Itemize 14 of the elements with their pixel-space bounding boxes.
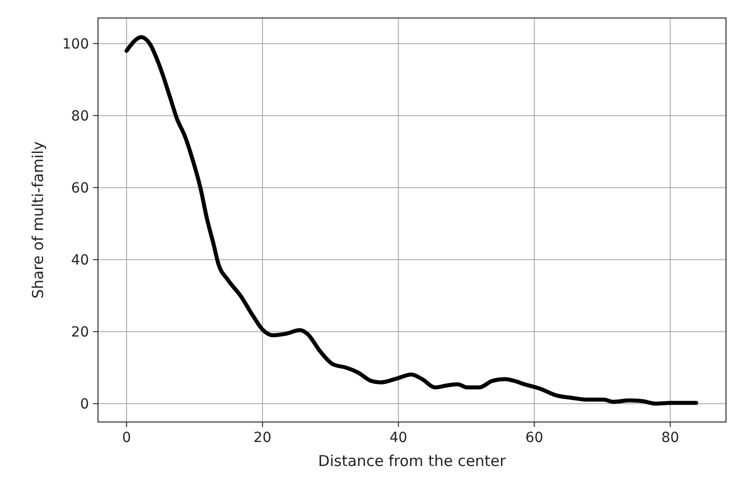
y-axis-title: Share of multi-family xyxy=(29,141,47,299)
y-tick-label: 60 xyxy=(71,180,89,196)
x-tick-label: 20 xyxy=(254,430,272,446)
x-tick-label: 0 xyxy=(122,430,132,446)
x-tick-label: 40 xyxy=(389,430,408,446)
y-tick-label: 0 xyxy=(80,396,89,413)
y-tick-label: 20 xyxy=(71,324,89,341)
y-tick-label: 40 xyxy=(71,252,89,269)
y-tick-label: 100 xyxy=(62,36,89,52)
x-tick-label: 60 xyxy=(525,430,544,446)
y-tick-label: 80 xyxy=(71,108,89,124)
x-tick-label: 80 xyxy=(661,430,680,446)
line-series xyxy=(124,35,698,406)
x-axis-title: Distance from the center xyxy=(318,452,507,470)
